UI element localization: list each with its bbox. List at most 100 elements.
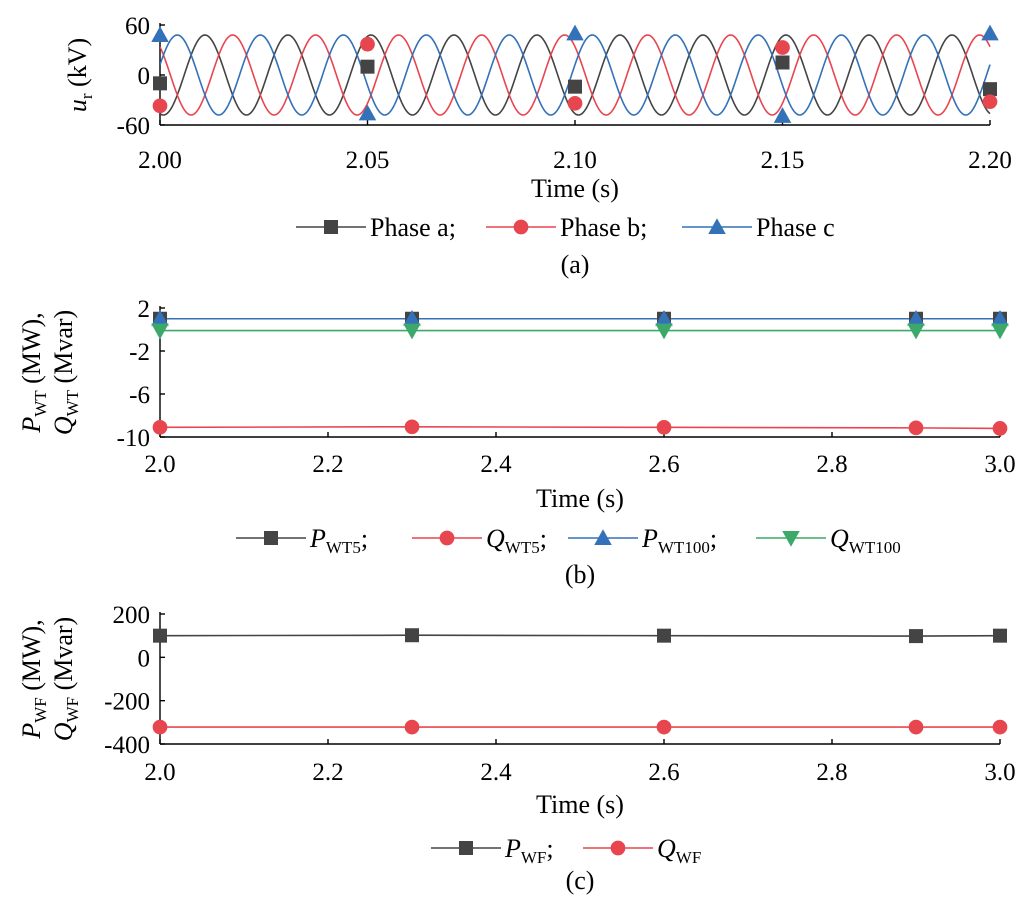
data-point xyxy=(992,421,1008,436)
y-tick-label: 2 xyxy=(138,296,151,323)
data-point xyxy=(403,323,421,340)
x-tick-label: 2.00 xyxy=(138,147,182,174)
data-point xyxy=(151,323,169,340)
legend-subscript: WT100 xyxy=(849,538,901,557)
legend: PWF; QWF xyxy=(431,834,701,867)
y-axis-title: PWT (MW),QWT (Mvar) xyxy=(17,310,82,435)
y-axis-unit: (kV) xyxy=(63,38,92,94)
waveform-line xyxy=(160,34,991,116)
legend-marker xyxy=(439,530,455,546)
markers-phase-b xyxy=(152,36,998,114)
x-tick-label: 2.0 xyxy=(144,451,175,478)
markers-phase-a xyxy=(153,55,997,97)
y-axis-symbol: u xyxy=(63,99,92,112)
x-tick-label: 2.6 xyxy=(648,451,679,478)
data-point xyxy=(360,59,375,74)
legend-item: PWT100; xyxy=(568,524,717,557)
data-point xyxy=(358,104,377,121)
data-point xyxy=(983,82,997,97)
legend-subscript: WT100 xyxy=(658,538,710,557)
y-axis-subscript: WF xyxy=(63,697,82,723)
legend-marker xyxy=(782,531,800,547)
y-tick-label: -2 xyxy=(129,339,150,366)
legend: Phase a; Phase b; Phase c xyxy=(296,213,835,242)
y-axis-symbol: P xyxy=(17,723,46,740)
data-point xyxy=(403,310,421,326)
x-tick-label: 2.8 xyxy=(816,451,847,478)
y-axis-unit: (MW), xyxy=(17,312,46,390)
data-point xyxy=(567,95,583,111)
data-point xyxy=(360,36,375,52)
y-axis-title-line: PWT (MW), xyxy=(17,312,50,433)
legend-label: QWF xyxy=(657,834,701,867)
legend-symbol: P xyxy=(309,524,326,553)
markers-p-wf xyxy=(153,628,1007,644)
data-point xyxy=(152,98,168,114)
markers-q-wt5 xyxy=(152,419,1008,436)
legend-label: Phase a; xyxy=(370,213,456,242)
panel-caption: (c) xyxy=(566,866,595,895)
legend-subscript: WF xyxy=(521,848,547,867)
data-point xyxy=(991,310,1009,326)
chart-a: 2.00 2.05 2.10 2.15 2.20 60 0 -60 Time (s) ur (kV… xyxy=(63,13,1012,279)
data-point xyxy=(981,24,999,41)
x-tick-label: 2.6 xyxy=(648,759,679,786)
legend-symbol: Q xyxy=(657,834,676,863)
legend-symbol: Q xyxy=(486,524,505,553)
legend-label: PWF; xyxy=(504,834,554,867)
legend-marker xyxy=(459,841,473,855)
data-point xyxy=(566,24,584,41)
y-axis-subscript: WT xyxy=(31,390,50,417)
legend-separator: ; xyxy=(361,524,368,553)
waveform-line xyxy=(160,34,991,116)
series-q-wt5 xyxy=(160,425,1001,430)
y-tick-label: -200 xyxy=(104,689,150,716)
y-axis-unit: (Mvar) xyxy=(49,310,78,390)
data-point xyxy=(773,107,792,123)
x-axis-title: Time (s) xyxy=(531,174,619,203)
data-point xyxy=(151,310,169,326)
y-axis-title-line: QWT (Mvar) xyxy=(49,310,82,435)
y-tick-label: 0 xyxy=(138,645,151,672)
data-point xyxy=(153,76,167,91)
data-point xyxy=(655,310,673,326)
x-tick-label: 2.4 xyxy=(480,451,512,478)
data-point xyxy=(982,94,998,110)
data-point xyxy=(568,79,582,94)
y-axis-title-line: PWF (MW), xyxy=(17,619,50,739)
series-p-wf xyxy=(160,634,1001,637)
panel-caption: (b) xyxy=(565,560,595,589)
series-phase-a xyxy=(160,34,991,116)
plot-area xyxy=(160,34,991,116)
legend-item: PWT5; xyxy=(236,524,368,557)
y-axis-title-line: QWF (Mvar) xyxy=(49,617,82,741)
legend-marker xyxy=(264,531,278,545)
legend-marker xyxy=(610,840,626,856)
data-point xyxy=(151,26,169,42)
y-tick-label: 60 xyxy=(125,13,150,40)
x-tick-label: 2.20 xyxy=(968,147,1012,174)
plot-area xyxy=(160,634,1001,728)
data-point xyxy=(655,323,673,340)
y-axis-symbol: P xyxy=(17,417,46,434)
legend-marker xyxy=(708,218,726,234)
data-point xyxy=(404,719,420,735)
legend-symbol: Q xyxy=(830,524,849,553)
y-axis-unit: (MW), xyxy=(17,619,46,697)
legend-item: Phase a; xyxy=(296,213,456,242)
legend-separator: ; xyxy=(546,834,553,863)
legend-subscript: WT5 xyxy=(505,538,540,557)
x-tick-label: 2.05 xyxy=(346,147,390,174)
legend: PWT5; QWT5; PWT100; QWT100 xyxy=(236,524,901,557)
y-axis-symbol: Q xyxy=(49,722,78,741)
data-point xyxy=(907,310,925,326)
legend-separator: ; xyxy=(540,524,547,553)
waveform-line xyxy=(160,34,991,116)
y-tick-label: 0 xyxy=(138,63,151,90)
x-tick-label: 3.0 xyxy=(984,759,1015,786)
legend-label: QWT100 xyxy=(830,524,901,557)
data-point xyxy=(657,628,671,643)
x-tick-label: 2.2 xyxy=(312,759,343,786)
